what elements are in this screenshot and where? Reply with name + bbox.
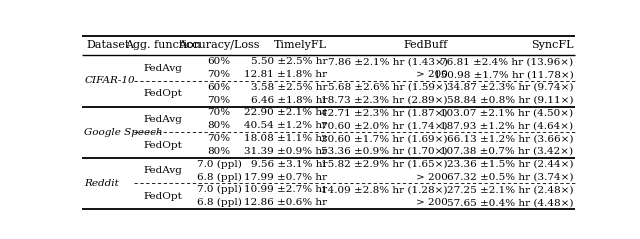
Text: TimelyFL: TimelyFL	[275, 40, 327, 50]
Text: 34.87 ±2.3% hr (9.74×): 34.87 ±2.3% hr (9.74×)	[447, 83, 573, 92]
Text: > 200: > 200	[416, 70, 448, 79]
Text: 60%: 60%	[207, 83, 230, 92]
Text: 80%: 80%	[207, 147, 230, 156]
Text: 60%: 60%	[207, 57, 230, 66]
Text: 70%: 70%	[207, 96, 230, 105]
Text: 66.13 ±1.2% hr (3.66×): 66.13 ±1.2% hr (3.66×)	[447, 134, 573, 143]
Text: 10.99 ±2.7% hr: 10.99 ±2.7% hr	[244, 185, 327, 194]
Text: 57.65 ±0.4% hr (4.48×): 57.65 ±0.4% hr (4.48×)	[447, 198, 573, 207]
Text: > 200: > 200	[416, 198, 448, 207]
Text: 3.58 ±2.5% hr: 3.58 ±2.5% hr	[251, 83, 327, 92]
Text: 107.38 ±0.7% hr (3.42×): 107.38 ±0.7% hr (3.42×)	[440, 147, 573, 156]
Text: 9.56 ±3.1% hr: 9.56 ±3.1% hr	[251, 160, 327, 169]
Text: FedAvg: FedAvg	[143, 166, 182, 175]
Text: 150.98 ±1.7% hr (11.78×): 150.98 ±1.7% hr (11.78×)	[434, 70, 573, 79]
Text: 18.08 ±1.1% hr: 18.08 ±1.1% hr	[244, 134, 327, 143]
Text: FedBuff: FedBuff	[404, 40, 448, 50]
Text: 12.81 ±1.8% hr: 12.81 ±1.8% hr	[244, 70, 327, 79]
Text: 53.36 ±0.9% hr (1.70×): 53.36 ±0.9% hr (1.70×)	[321, 147, 448, 156]
Text: 17.99 ±0.7% hr: 17.99 ±0.7% hr	[244, 173, 327, 181]
Text: 103.07 ±2.1% hr (4.50×): 103.07 ±2.1% hr (4.50×)	[440, 109, 573, 118]
Text: 27.25 ±2.1% hr (2.48×): 27.25 ±2.1% hr (2.48×)	[447, 185, 573, 194]
Text: 187.93 ±1.2% hr (4.64×): 187.93 ±1.2% hr (4.64×)	[440, 121, 573, 130]
Text: FedOpt: FedOpt	[143, 89, 182, 98]
Text: 5.68 ±2.6% hr (1.59×): 5.68 ±2.6% hr (1.59×)	[328, 83, 448, 92]
Text: Agg. function: Agg. function	[125, 40, 200, 50]
Text: 15.82 ±2.9% hr (1.65×): 15.82 ±2.9% hr (1.65×)	[321, 160, 448, 169]
Text: 42.71 ±2.3% hr (1.87×): 42.71 ±2.3% hr (1.87×)	[321, 109, 448, 118]
Text: 7.0 (ppl): 7.0 (ppl)	[196, 160, 241, 169]
Text: 23.36 ±1.5% hr (2.44×): 23.36 ±1.5% hr (2.44×)	[447, 160, 573, 169]
Text: 6.8 (ppl): 6.8 (ppl)	[196, 173, 241, 182]
Text: 18.73 ±2.3% hr (2.89×): 18.73 ±2.3% hr (2.89×)	[321, 96, 448, 105]
Text: 30.60 ±1.7% hr (1.69×): 30.60 ±1.7% hr (1.69×)	[321, 134, 448, 143]
Text: FedOpt: FedOpt	[143, 192, 182, 201]
Text: FedOpt: FedOpt	[143, 141, 182, 150]
Text: Accuracy/Loss: Accuracy/Loss	[179, 40, 260, 50]
Text: 6.46 ±1.8% hr: 6.46 ±1.8% hr	[251, 96, 327, 105]
Text: 70%: 70%	[207, 70, 230, 79]
Text: 6.8 (ppl): 6.8 (ppl)	[196, 198, 241, 207]
Text: 70%: 70%	[207, 109, 230, 118]
Text: 67.32 ±0.5% hr (3.74×): 67.32 ±0.5% hr (3.74×)	[447, 173, 573, 181]
Text: 80%: 80%	[207, 121, 230, 130]
Text: 70%: 70%	[207, 134, 230, 143]
Text: Google Speech: Google Speech	[84, 128, 163, 137]
Text: 14.09 ±2.8% hr (1.28×): 14.09 ±2.8% hr (1.28×)	[321, 185, 448, 194]
Text: 31.39 ±0.9% hr: 31.39 ±0.9% hr	[244, 147, 327, 156]
Text: 7.86 ±2.1% hr (1.43×): 7.86 ±2.1% hr (1.43×)	[328, 57, 448, 66]
Text: > 200: > 200	[416, 173, 448, 181]
Text: FedAvg: FedAvg	[143, 64, 182, 73]
Text: 58.84 ±0.8% hr (9.11×): 58.84 ±0.8% hr (9.11×)	[447, 96, 573, 105]
Text: Dataset: Dataset	[86, 40, 130, 50]
Text: 70.60 ±2.0% hr (1.74×): 70.60 ±2.0% hr (1.74×)	[321, 121, 448, 130]
Text: 22.90 ±2.1% hr: 22.90 ±2.1% hr	[244, 109, 327, 118]
Text: 12.86 ±0.6% hr: 12.86 ±0.6% hr	[244, 198, 327, 207]
Text: CIFAR-10: CIFAR-10	[84, 76, 135, 86]
Text: FedAvg: FedAvg	[143, 115, 182, 124]
Text: 7.0 (ppl): 7.0 (ppl)	[196, 185, 241, 194]
Text: Reddit: Reddit	[84, 179, 119, 188]
Text: SyncFL: SyncFL	[531, 40, 573, 50]
Text: 5.50 ±2.5% hr: 5.50 ±2.5% hr	[251, 57, 327, 66]
Text: 76.81 ±2.4% hr (13.96×): 76.81 ±2.4% hr (13.96×)	[440, 57, 573, 66]
Text: 40.54 ±1.2% hr: 40.54 ±1.2% hr	[244, 121, 327, 130]
